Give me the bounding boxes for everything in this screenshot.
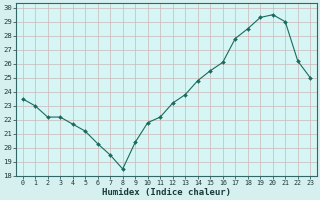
X-axis label: Humidex (Indice chaleur): Humidex (Indice chaleur) — [102, 188, 231, 197]
